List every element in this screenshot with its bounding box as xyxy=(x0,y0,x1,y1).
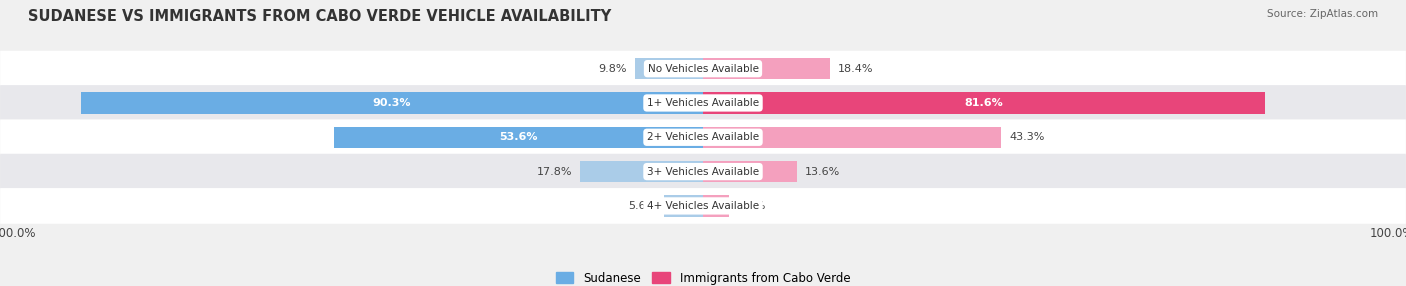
Bar xyxy=(703,58,830,79)
Text: 90.3%: 90.3% xyxy=(373,98,411,108)
FancyBboxPatch shape xyxy=(0,51,1406,86)
Text: 3.8%: 3.8% xyxy=(738,201,766,211)
Text: No Vehicles Available: No Vehicles Available xyxy=(648,64,758,74)
Bar xyxy=(82,92,703,114)
Text: Source: ZipAtlas.com: Source: ZipAtlas.com xyxy=(1267,9,1378,19)
Bar xyxy=(333,127,703,148)
Bar xyxy=(665,195,703,217)
Text: 5.6%: 5.6% xyxy=(628,201,657,211)
Bar xyxy=(703,161,797,182)
FancyBboxPatch shape xyxy=(0,188,1406,224)
FancyBboxPatch shape xyxy=(0,85,1406,121)
FancyBboxPatch shape xyxy=(0,154,1406,189)
Text: 2+ Vehicles Available: 2+ Vehicles Available xyxy=(647,132,759,142)
Bar xyxy=(703,127,1001,148)
Bar xyxy=(636,58,703,79)
Text: 18.4%: 18.4% xyxy=(838,64,873,74)
Text: 13.6%: 13.6% xyxy=(806,167,841,176)
Text: 1+ Vehicles Available: 1+ Vehicles Available xyxy=(647,98,759,108)
Text: 9.8%: 9.8% xyxy=(599,64,627,74)
Text: 43.3%: 43.3% xyxy=(1010,132,1045,142)
Legend: Sudanese, Immigrants from Cabo Verde: Sudanese, Immigrants from Cabo Verde xyxy=(551,267,855,286)
Text: 17.8%: 17.8% xyxy=(537,167,572,176)
Text: 53.6%: 53.6% xyxy=(499,132,537,142)
Bar xyxy=(703,195,730,217)
Bar xyxy=(581,161,703,182)
Text: 3+ Vehicles Available: 3+ Vehicles Available xyxy=(647,167,759,176)
Text: 4+ Vehicles Available: 4+ Vehicles Available xyxy=(647,201,759,211)
Text: 81.6%: 81.6% xyxy=(965,98,1004,108)
FancyBboxPatch shape xyxy=(0,120,1406,155)
Bar xyxy=(703,92,1265,114)
Text: SUDANESE VS IMMIGRANTS FROM CABO VERDE VEHICLE AVAILABILITY: SUDANESE VS IMMIGRANTS FROM CABO VERDE V… xyxy=(28,9,612,23)
